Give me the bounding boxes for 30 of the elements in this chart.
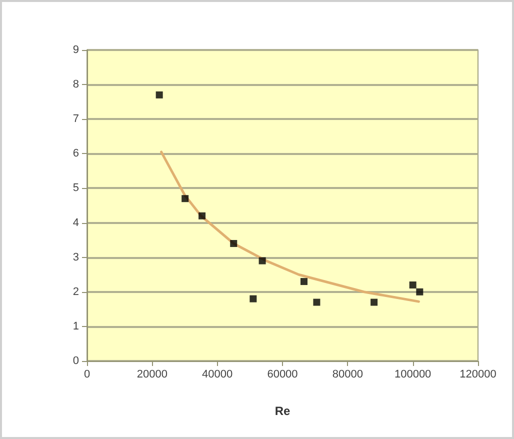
point	[182, 195, 189, 202]
y-tick-label: 8	[72, 78, 79, 91]
y-tick-label: 4	[72, 216, 79, 229]
x-axis-title: Re	[274, 404, 290, 418]
y-tick-label: 0	[72, 355, 79, 367]
line-series	[160, 150, 420, 303]
x-tick-label: 80000	[332, 368, 363, 380]
x-tick-label: 40000	[202, 368, 233, 380]
x-tick-label: 0	[84, 368, 90, 380]
x-tick-label: 100000	[394, 368, 432, 380]
y-tick-label: 1	[72, 320, 79, 332]
point	[300, 278, 308, 286]
point	[230, 240, 238, 248]
point	[313, 298, 320, 306]
point	[409, 281, 416, 288]
point	[250, 295, 257, 302]
x-tick-label: 20000	[136, 368, 168, 380]
point	[258, 257, 266, 264]
point	[198, 212, 206, 220]
point	[370, 298, 378, 306]
y-tick-label: 2	[72, 286, 79, 298]
y-tick-label: 6	[72, 148, 79, 160]
point	[156, 91, 163, 98]
x-tick-label: 120000	[460, 368, 496, 380]
y-tick-label: 7	[72, 113, 79, 126]
y-tick-label: 5	[72, 182, 79, 194]
y-tick-label: 3	[72, 251, 79, 264]
x-tick-label: 60000	[267, 368, 298, 380]
y-tick-label: 9	[72, 44, 79, 56]
point	[416, 288, 424, 296]
